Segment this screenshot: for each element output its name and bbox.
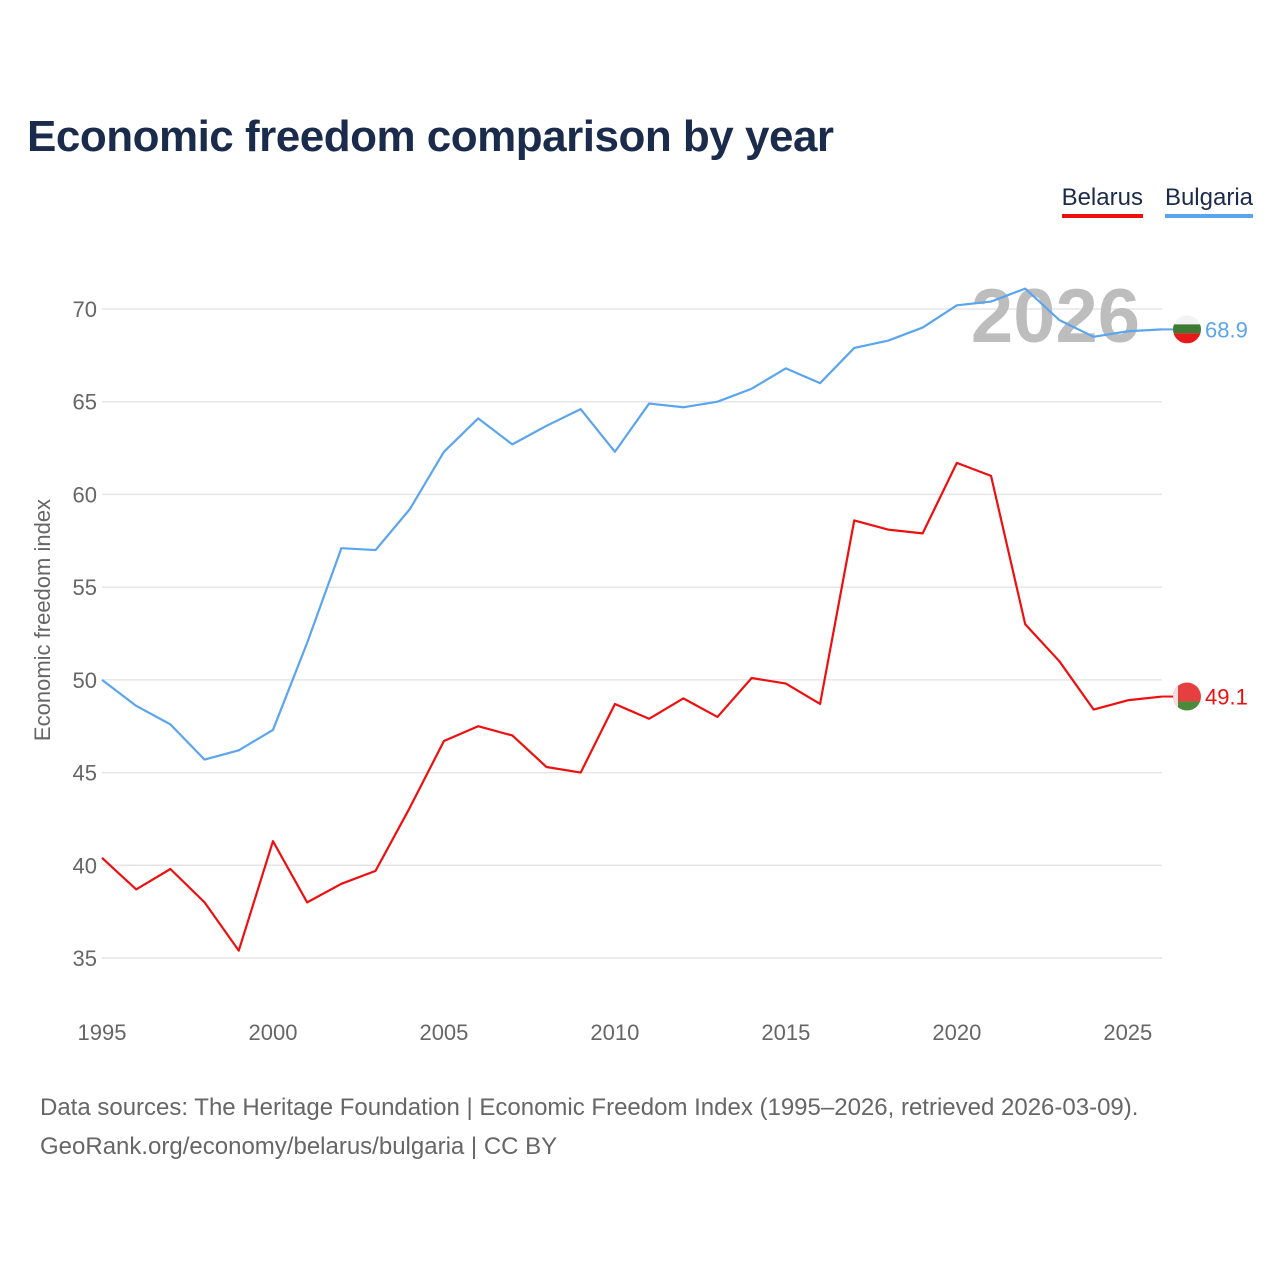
series-line-belarus [101, 461, 1163, 952]
flag-bulgaria-white [1173, 315, 1201, 325]
series-line-bulgaria [101, 287, 1163, 761]
flag-belarus-red [1173, 682, 1201, 702]
legend: Belarus Bulgaria [1061, 184, 1253, 218]
x-tick-label: 2005 [419, 1020, 468, 1045]
x-tick-label: 2015 [761, 1020, 810, 1045]
x-tick-label: 1995 [78, 1020, 127, 1045]
source-note: Data sources: The Heritage Foundation | … [40, 1088, 1138, 1166]
x-tick-label: 2025 [1103, 1020, 1152, 1045]
x-tick-label: 2000 [248, 1020, 297, 1045]
flag-belarus-ornament [1173, 682, 1178, 711]
y-tick-label: 55 [73, 575, 97, 600]
end-value-label-bulgaria: 68.9 [1205, 317, 1248, 342]
y-tick-label: 50 [73, 668, 97, 693]
flag-bulgaria-green [1173, 324, 1201, 334]
chart-title: Economic freedom comparison by year [27, 112, 834, 161]
source-line-2[interactable]: GeoRank.org/economy/belarus/bulgaria | C… [40, 1133, 558, 1160]
legend-bulgaria[interactable]: Bulgaria [1164, 184, 1253, 218]
y-tick-label: 35 [73, 946, 97, 971]
y-tick-label: 40 [73, 853, 97, 878]
y-axis-label: Economic freedom index [30, 499, 55, 741]
y-tick-label: 65 [73, 390, 97, 415]
y-tick-label: 70 [73, 297, 97, 322]
x-tick-label: 2020 [932, 1020, 981, 1045]
flag-belarus-green [1173, 701, 1201, 711]
flag-bulgaria-red [1173, 333, 1201, 344]
x-tick-label: 2010 [590, 1020, 639, 1045]
y-tick-label: 45 [73, 761, 97, 786]
source-line-1: Data sources: The Heritage Foundation | … [40, 1094, 1139, 1121]
y-tick-label: 60 [73, 482, 97, 507]
legend-belarus[interactable]: Belarus [1061, 184, 1143, 218]
end-value-label-belarus: 49.1 [1205, 685, 1248, 710]
